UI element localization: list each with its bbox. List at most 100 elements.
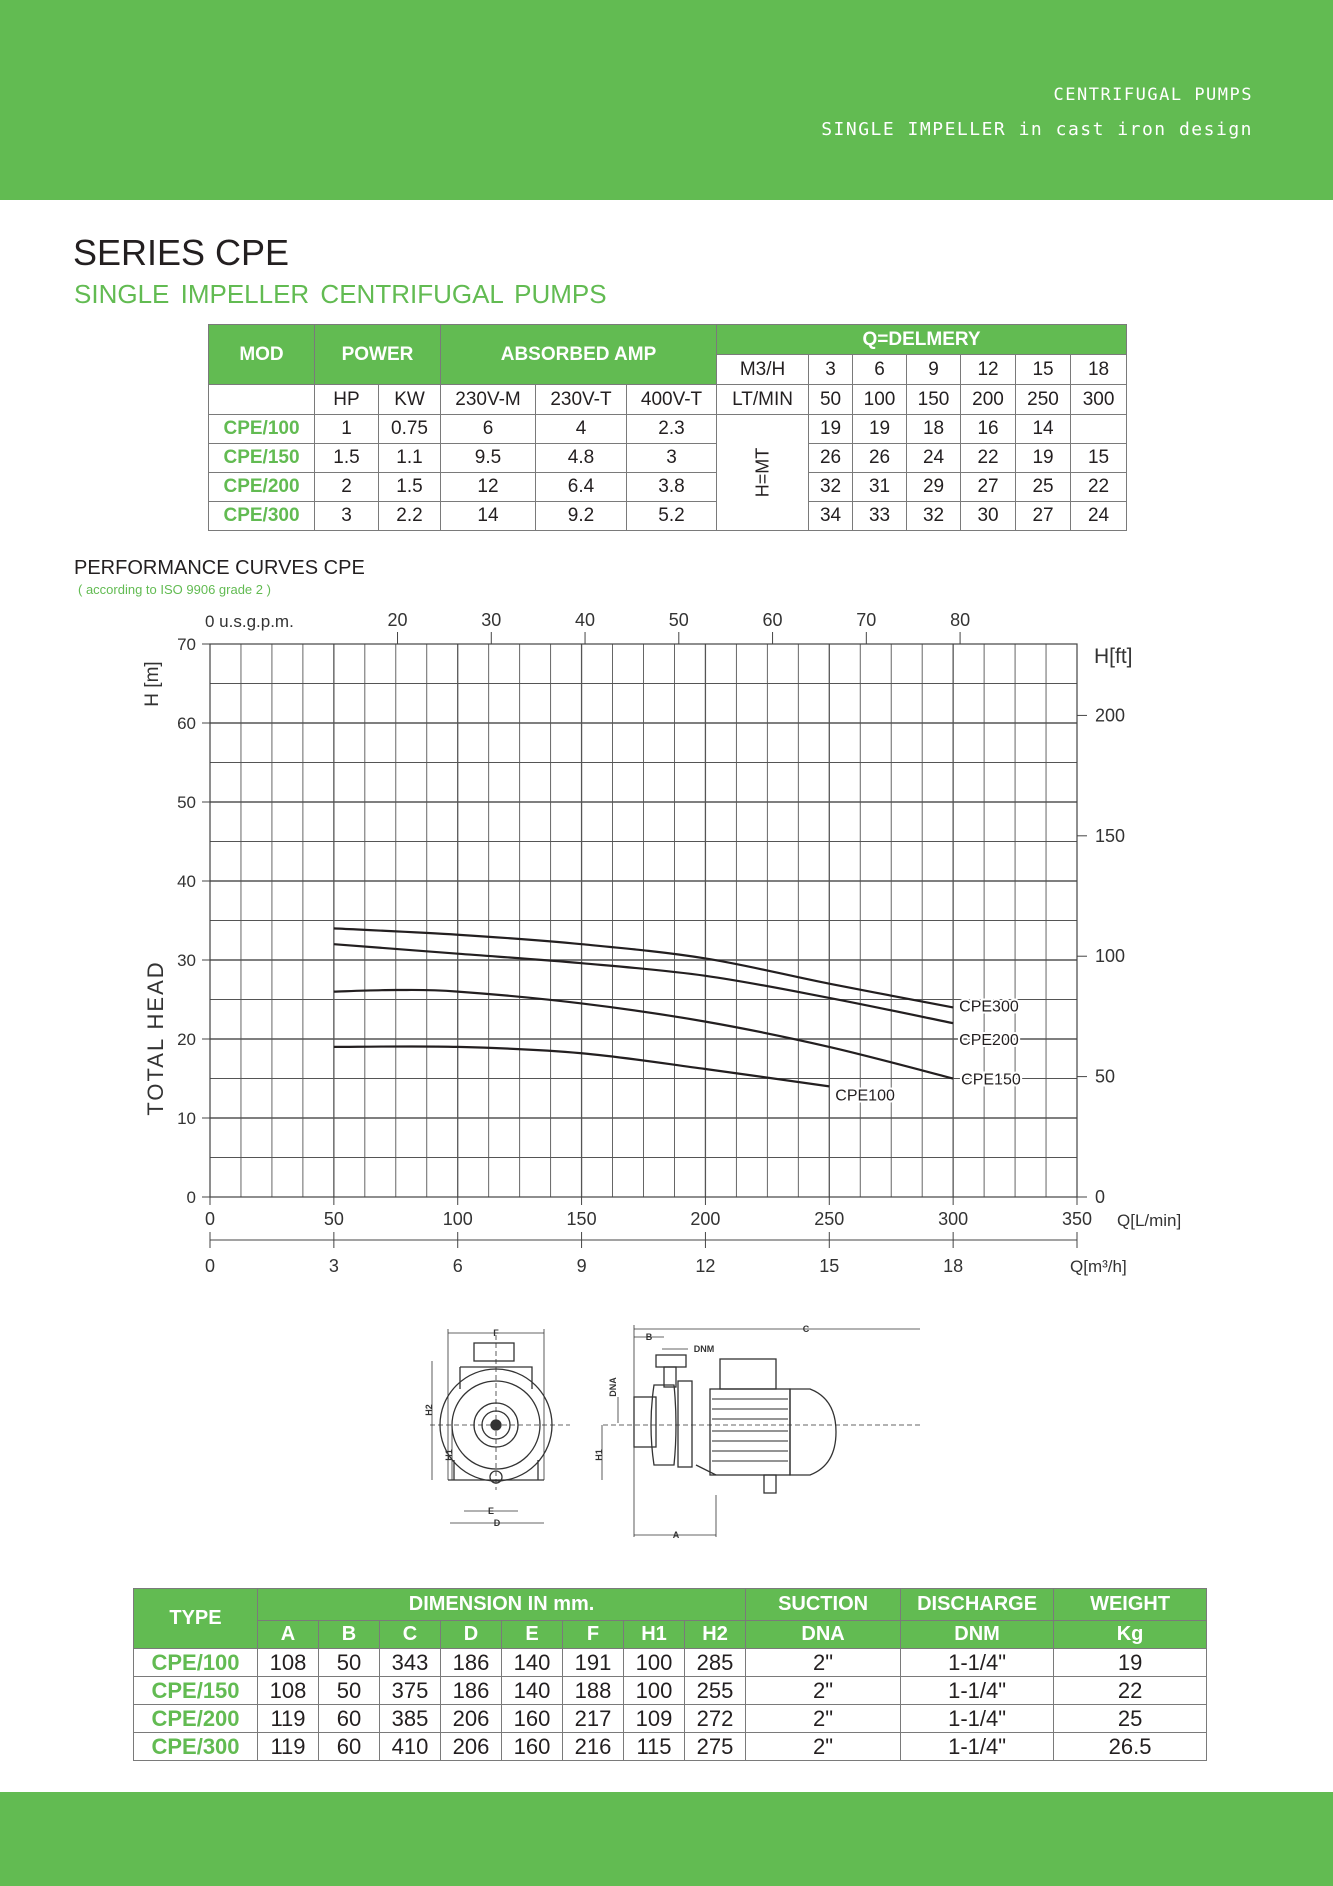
flow-ltmin: 50 — [808, 384, 854, 415]
dimension-value: 375 — [379, 1676, 441, 1705]
amp-400v-t: 3.8 — [625, 472, 718, 502]
y-tick-label: 0 — [187, 1188, 196, 1207]
curve-label: CPE150 — [961, 1072, 1021, 1089]
head-value: 19 — [808, 414, 854, 444]
x-tick-label: 250 — [814, 1209, 844, 1229]
label-C: C — [803, 1324, 810, 1334]
head-value: 22 — [960, 443, 1017, 473]
page-title: SERIES CPE — [73, 232, 290, 273]
x-tick-label: 200 — [690, 1209, 720, 1229]
dnm-value: 1-1/4" — [900, 1676, 1055, 1705]
dimension-value: 272 — [683, 1704, 747, 1733]
label-B: B — [646, 1332, 653, 1342]
x-tick-label: 0 — [205, 1209, 215, 1229]
head-value: 15 — [1070, 443, 1128, 473]
amp-400v-t: 5.2 — [625, 501, 718, 531]
head-value: 16 — [960, 414, 1017, 444]
amp-400v-t: 3 — [625, 443, 718, 473]
m3h-tick-label: 15 — [819, 1256, 839, 1276]
flow-m3h: 6 — [852, 354, 908, 385]
header-suction: SUCTION — [745, 1588, 902, 1621]
header-dna: DNA — [745, 1620, 902, 1649]
amp-230v-m: 14 — [440, 501, 536, 531]
page-subtitle: SINGLE IMPELLER CENTRIFUGAL PUMPS — [74, 279, 607, 309]
label-DNM: DNM — [694, 1344, 715, 1354]
flow-m3h: 12 — [960, 354, 1017, 385]
model-name: CPE/100 — [133, 1648, 258, 1677]
header-230v-m: 230V-M — [440, 384, 536, 415]
table-row: CPE/100 108 50 343 186 140 191 100 285 2" 1-1/4" 19 — [133, 1648, 1208, 1677]
dimension-value: 115 — [623, 1732, 685, 1761]
footer-band — [0, 1792, 1333, 1886]
dimension-value: 206 — [440, 1732, 502, 1761]
header-power: POWER — [314, 324, 441, 385]
dimension-value: 186 — [440, 1648, 502, 1677]
curve-cpe300 — [333, 927, 954, 1009]
header-discharge: DISCHARGE — [900, 1588, 1055, 1621]
amp-230v-m: 9.5 — [440, 443, 536, 473]
dimension-value: 119 — [257, 1732, 319, 1761]
head-value: 14 — [1015, 414, 1072, 444]
gpm-tick-label: 70 — [856, 610, 876, 630]
dimension-value: 109 — [623, 1704, 685, 1733]
header-dim-col: F — [562, 1620, 624, 1649]
header-m3h: M3/H — [716, 354, 810, 385]
performance-table: MOD POWER ABSORBED AMP Q=DELMERY M3/H 3 6 9 12 15… — [208, 324, 1128, 531]
y-tick-label: 10 — [177, 1109, 196, 1128]
table-row: CPE/150 1.5 1.1 9.5 4.8 3 26 26 24 22 19 15 — [208, 443, 1128, 473]
dimension-value: 191 — [562, 1648, 624, 1677]
label-H1: H1 — [444, 1449, 454, 1461]
m3h-tick-label: 18 — [943, 1256, 963, 1276]
ft-tick-label: 150 — [1095, 826, 1125, 846]
header-dim-col: D — [440, 1620, 502, 1649]
dna-value: 2" — [745, 1676, 902, 1705]
table-row: CPE/300 119 60 410 206 160 216 115 275 2" 1-1/4" 26… — [133, 1732, 1208, 1761]
y-axis-unit: H [m] — [142, 661, 163, 706]
hp-value: 1.5 — [314, 443, 379, 473]
header-kw: KW — [378, 384, 441, 415]
gpm-tick-label: 40 — [575, 610, 595, 630]
y-axis-label: TOTAL HEAD — [143, 960, 168, 1115]
model-name: CPE/150 — [208, 443, 315, 473]
flow-m3h: 18 — [1070, 354, 1128, 385]
header-weight: WEIGHT — [1053, 1588, 1208, 1621]
header-band: CENTRIFUGAL PUMPS SINGLE IMPELLER in cas… — [0, 0, 1333, 200]
flow-ltmin: 300 — [1070, 384, 1128, 415]
x-tick-label: 100 — [443, 1209, 473, 1229]
y-tick-label: 60 — [177, 714, 196, 733]
header-dnm: DNM — [900, 1620, 1055, 1649]
amp-230v-m: 6 — [440, 414, 536, 444]
gpm-tick-label: 50 — [669, 610, 689, 630]
flow-m3h: 15 — [1015, 354, 1072, 385]
dnm-value: 1-1/4" — [900, 1732, 1055, 1761]
m3h-tick-label: 6 — [453, 1256, 463, 1276]
kw-value: 1.1 — [378, 443, 441, 473]
header-dim-col: H2 — [683, 1620, 747, 1649]
x-tick-label: 50 — [324, 1209, 344, 1229]
ft-axis-label: H[ft] — [1094, 645, 1133, 668]
amp-400v-t: 2.3 — [625, 414, 718, 444]
amp-230v-t: 6.4 — [535, 472, 627, 502]
dimension-table: TYPE DIMENSION IN mm. SUCTION DISCHARGE WEIG… — [133, 1588, 1208, 1761]
header-line-2: SINGLE IMPELLER in cast iron design — [821, 119, 1253, 140]
flow-ltmin: 100 — [852, 384, 908, 415]
dna-value: 2" — [745, 1704, 902, 1733]
header-absorbed-amp: ABSORBED AMP — [439, 324, 718, 385]
model-name: CPE/100 — [208, 414, 315, 444]
head-value: 31 — [852, 472, 908, 502]
ft-tick-label: 200 — [1095, 705, 1125, 725]
flow-m3h: 3 — [808, 354, 854, 385]
dimension-value: 216 — [562, 1732, 624, 1761]
model-name: CPE/300 — [208, 501, 315, 531]
header-dimension: DIMENSION IN mm. — [256, 1588, 747, 1621]
header-hp: HP — [314, 384, 379, 415]
amp-230v-t: 4 — [535, 414, 627, 444]
model-name: CPE/150 — [133, 1676, 258, 1705]
label-DNA: DNA — [608, 1377, 618, 1397]
dimension-value: 140 — [501, 1676, 563, 1705]
header-dim-col: A — [257, 1620, 319, 1649]
dimension-value: 60 — [318, 1732, 380, 1761]
gpm-tick-label: 30 — [481, 610, 501, 630]
y-tick-label: 30 — [177, 951, 196, 970]
model-name: CPE/200 — [133, 1704, 258, 1733]
